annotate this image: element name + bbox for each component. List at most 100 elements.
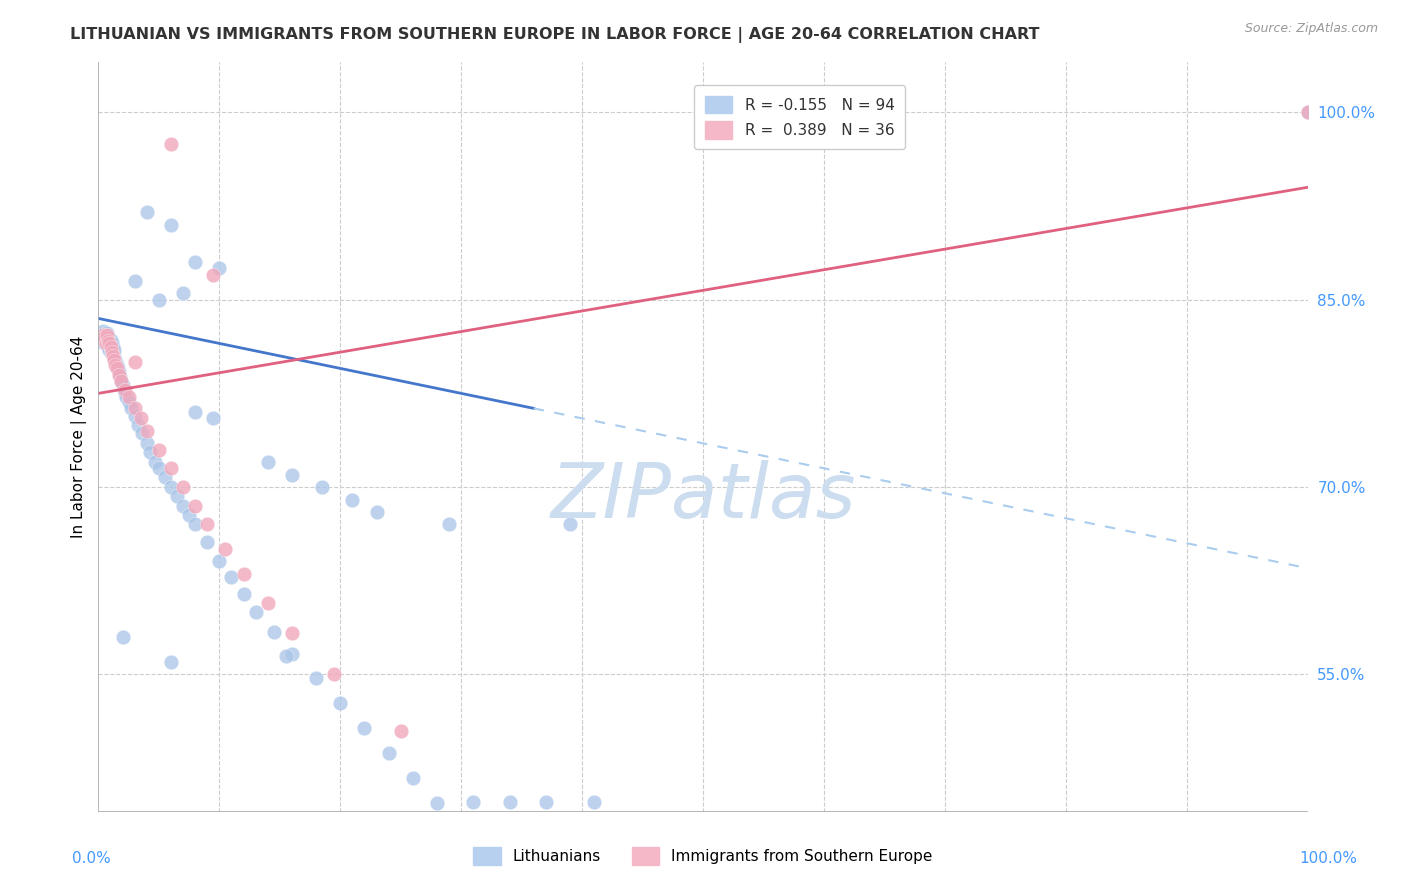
- Point: [91, 330, 114, 344]
- Point: [323, 667, 346, 681]
- Point: [94, 327, 117, 342]
- Point: [263, 624, 285, 639]
- Point: [114, 383, 136, 397]
- Point: [402, 771, 425, 785]
- Point: [281, 626, 304, 640]
- Text: ZIPatlas: ZIPatlas: [550, 460, 856, 534]
- Point: [202, 411, 225, 425]
- Point: [93, 336, 115, 351]
- Point: [115, 390, 138, 404]
- Point: [353, 721, 375, 735]
- Point: [160, 218, 183, 232]
- Point: [208, 554, 231, 568]
- Point: [160, 655, 183, 669]
- Point: [1296, 105, 1319, 120]
- Point: [124, 274, 146, 288]
- Point: [305, 671, 328, 685]
- Point: [184, 499, 207, 513]
- Point: [91, 324, 114, 338]
- Text: 100.0%: 100.0%: [1299, 851, 1358, 865]
- Point: [104, 352, 127, 367]
- Point: [97, 334, 120, 348]
- Point: [91, 327, 114, 342]
- Point: [98, 343, 121, 357]
- Point: [105, 358, 128, 372]
- Point: [96, 336, 118, 351]
- Point: [202, 268, 225, 282]
- Point: [179, 508, 201, 522]
- Point: [160, 461, 183, 475]
- Point: [143, 455, 166, 469]
- Point: [148, 461, 170, 475]
- Point: [104, 358, 127, 372]
- Point: [94, 331, 117, 345]
- Point: [131, 426, 153, 441]
- Point: [108, 365, 131, 379]
- Point: [172, 499, 194, 513]
- Legend: R = -0.155   N = 94, R =  0.389   N = 36: R = -0.155 N = 94, R = 0.389 N = 36: [695, 85, 905, 149]
- Point: [221, 570, 243, 584]
- Point: [111, 630, 134, 644]
- Point: [118, 390, 141, 404]
- Point: [111, 377, 134, 392]
- Point: [166, 489, 188, 503]
- Point: [108, 370, 131, 384]
- Point: [108, 368, 131, 382]
- Point: [184, 517, 207, 532]
- Point: [135, 436, 157, 450]
- Point: [103, 343, 125, 357]
- Point: [153, 470, 176, 484]
- Point: [311, 480, 333, 494]
- Point: [93, 333, 115, 347]
- Point: [100, 340, 122, 354]
- Text: LITHUANIAN VS IMMIGRANTS FROM SOUTHERN EUROPE IN LABOR FORCE | AGE 20-64 CORRELA: LITHUANIAN VS IMMIGRANTS FROM SOUTHERN E…: [70, 27, 1040, 43]
- Point: [101, 349, 124, 363]
- Point: [124, 409, 146, 423]
- Point: [245, 605, 267, 619]
- Point: [100, 345, 122, 359]
- Point: [135, 424, 157, 438]
- Point: [97, 340, 120, 354]
- Point: [184, 405, 207, 419]
- Point: [110, 374, 132, 388]
- Point: [232, 587, 254, 601]
- Point: [256, 455, 278, 469]
- Point: [103, 349, 125, 363]
- Point: [148, 293, 170, 307]
- Point: [329, 696, 352, 710]
- Point: [98, 336, 121, 351]
- Point: [100, 336, 122, 351]
- Point: [124, 401, 146, 416]
- Point: [101, 346, 124, 360]
- Point: [100, 345, 122, 359]
- Point: [256, 596, 278, 610]
- Point: [172, 286, 194, 301]
- Point: [93, 330, 115, 344]
- Point: [366, 505, 388, 519]
- Point: [148, 442, 170, 457]
- Point: [100, 340, 122, 354]
- Point: [135, 205, 157, 219]
- Point: [94, 336, 117, 351]
- Point: [96, 330, 118, 344]
- Point: [129, 411, 152, 425]
- Point: [97, 334, 120, 348]
- Point: [91, 327, 114, 342]
- Text: Source: ZipAtlas.com: Source: ZipAtlas.com: [1244, 22, 1378, 36]
- Point: [98, 336, 121, 351]
- Point: [100, 343, 122, 357]
- Point: [118, 395, 141, 409]
- Point: [160, 480, 183, 494]
- Point: [437, 517, 460, 532]
- Point: [105, 361, 128, 376]
- Point: [463, 795, 485, 809]
- Point: [389, 723, 412, 738]
- Point: [184, 255, 207, 269]
- Point: [1296, 105, 1319, 120]
- Point: [93, 329, 115, 343]
- Point: [101, 340, 124, 354]
- Point: [139, 445, 162, 459]
- Point: [112, 383, 135, 397]
- Point: [342, 492, 364, 507]
- Point: [558, 517, 581, 532]
